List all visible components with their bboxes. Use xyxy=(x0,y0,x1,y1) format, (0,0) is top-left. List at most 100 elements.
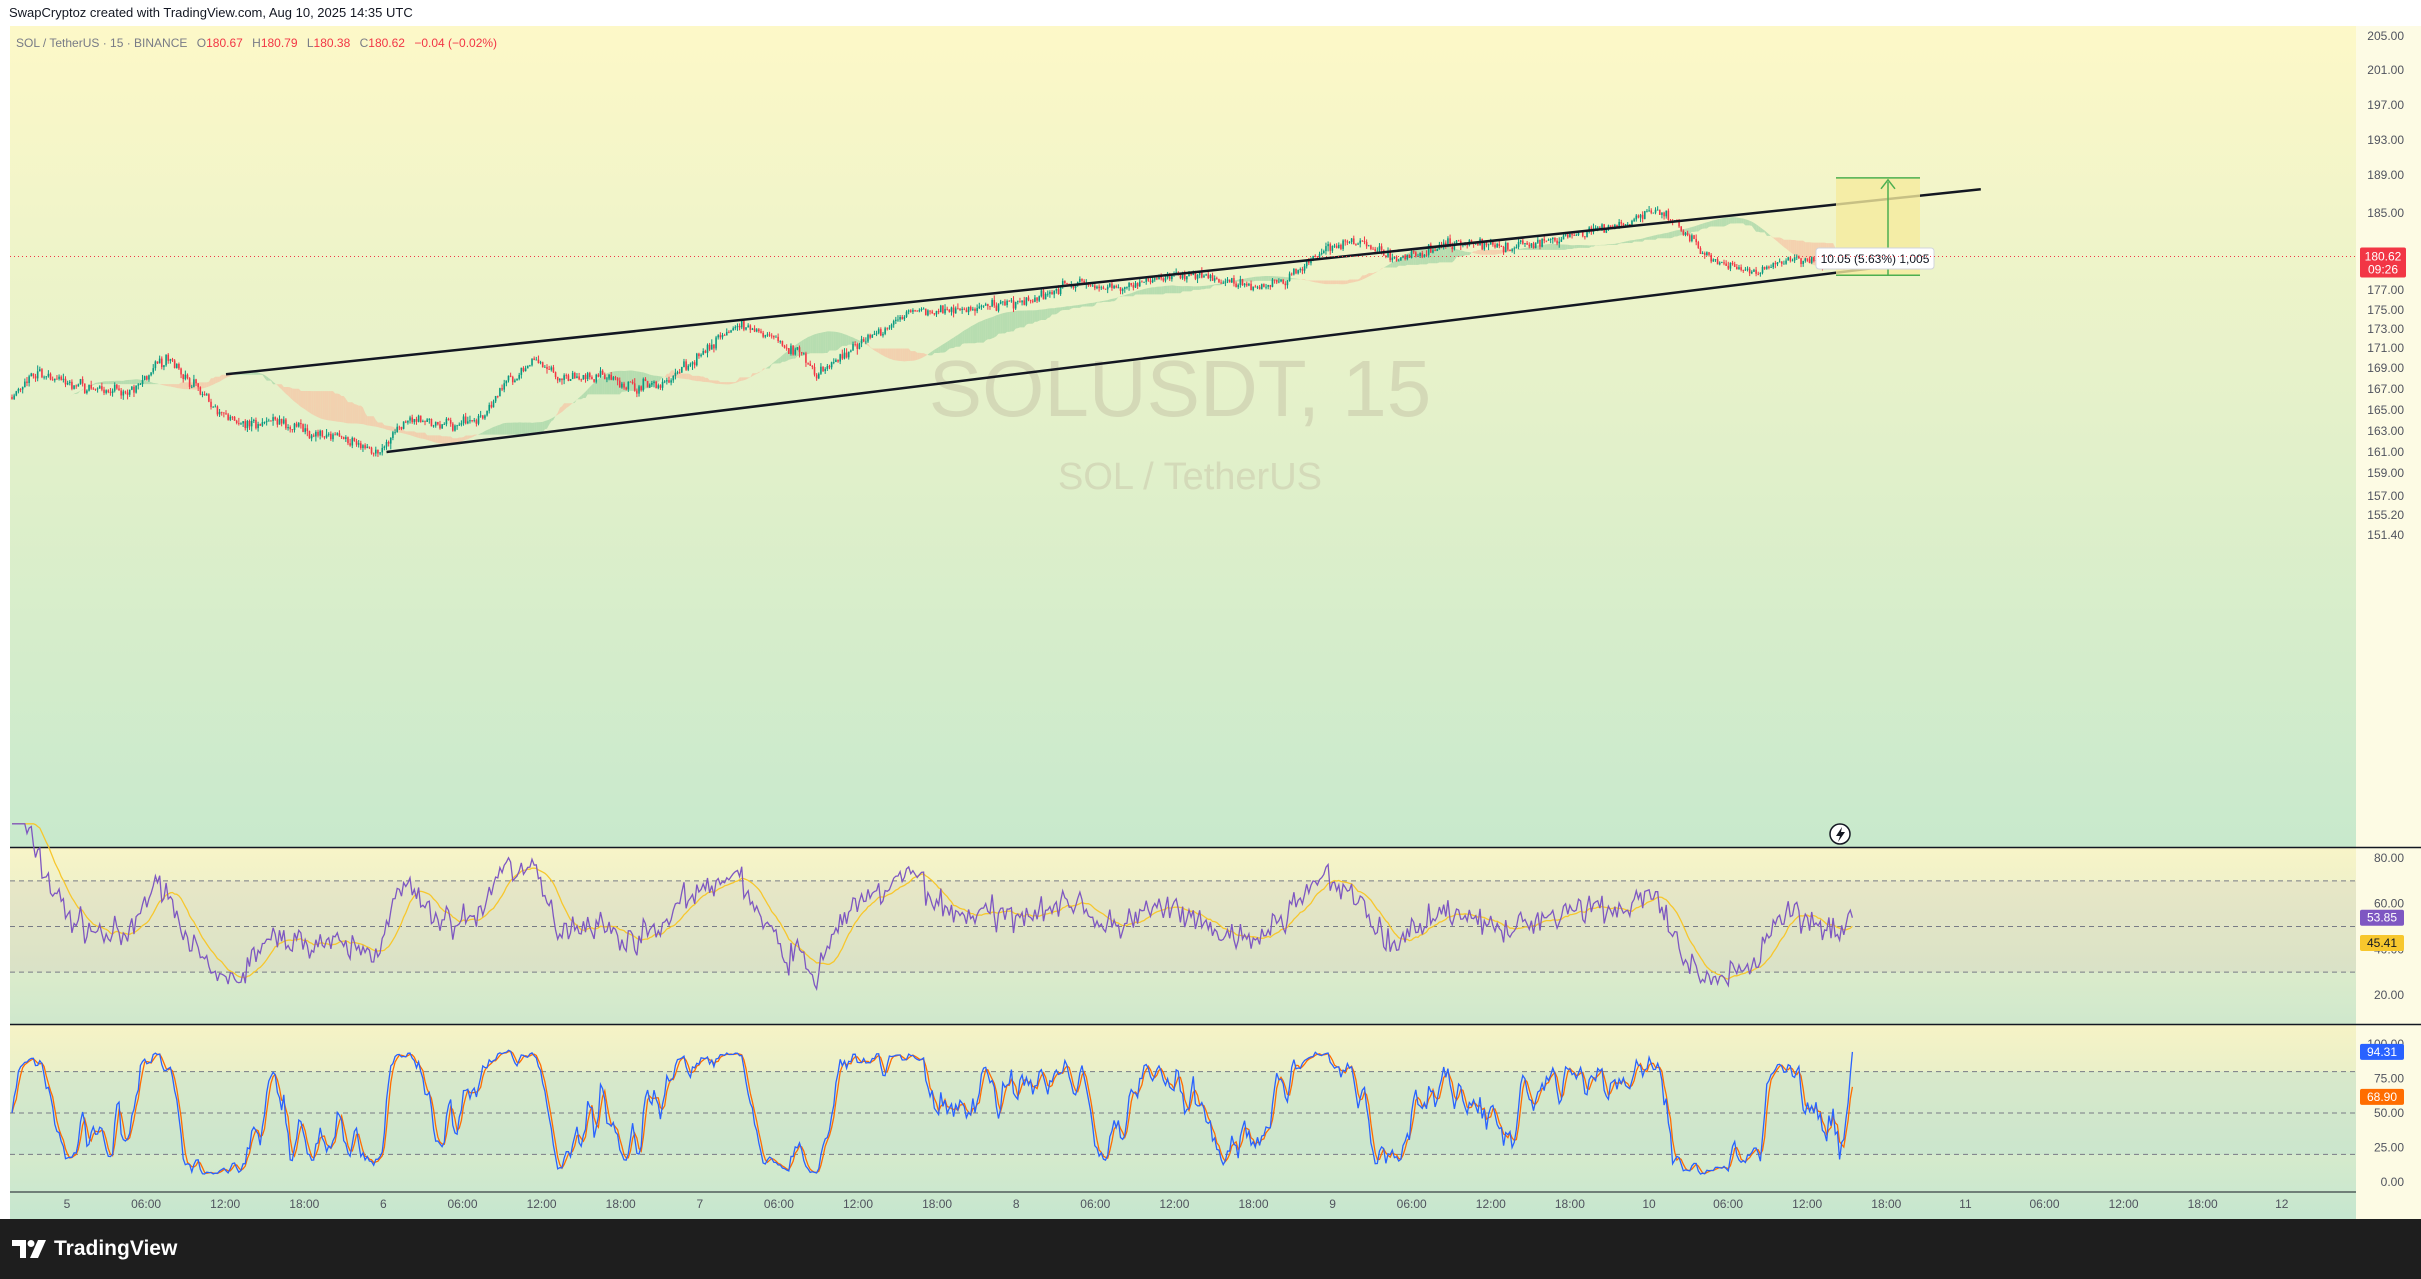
candle-body xyxy=(323,436,326,438)
cloud-segment xyxy=(1417,247,1421,265)
cloud-segment xyxy=(1649,236,1652,240)
candle-body xyxy=(396,426,398,433)
candle-body xyxy=(190,386,193,388)
candle-body xyxy=(721,335,724,338)
candle-body xyxy=(1477,242,1479,246)
cloud-segment xyxy=(1738,217,1742,224)
cloud-segment xyxy=(1734,217,1737,224)
cloud-segment xyxy=(268,378,271,381)
candle-body xyxy=(927,310,929,316)
candle-body xyxy=(186,374,189,379)
cloud-segment xyxy=(1019,310,1023,328)
cloud-segment xyxy=(722,382,725,385)
cloud-segment xyxy=(1150,287,1153,295)
cloud-segment xyxy=(923,353,926,357)
candle-body xyxy=(1352,238,1355,245)
candle-body xyxy=(24,381,26,388)
candle-body xyxy=(627,381,630,390)
time-axis[interactable]: 5 06:00 12:00 18:00 6 06:00 12:00 18:00 7 06:00 12… xyxy=(64,1197,2289,1211)
price-axis-label: 163.00 xyxy=(2367,424,2404,438)
price-axis-bg xyxy=(2356,26,2421,1219)
candle-body xyxy=(257,424,259,429)
candle-body xyxy=(907,310,910,312)
cloud-segment xyxy=(1724,217,1727,227)
candle-body xyxy=(1744,269,1747,271)
candle-body xyxy=(1483,242,1486,250)
cloud-segment xyxy=(690,374,693,381)
candle-body xyxy=(775,336,777,338)
cloud-segment xyxy=(1743,218,1746,226)
chart-canvas[interactable]: SOLUSDT, 15 SOL / TetherUS 10.05 (5.63%)… xyxy=(0,26,2421,1219)
candle-body xyxy=(1186,276,1188,280)
cloud-segment xyxy=(1146,288,1149,295)
candle-body xyxy=(430,419,433,427)
candle-body xyxy=(66,383,69,385)
cloud-segment xyxy=(1807,242,1810,264)
candle-body xyxy=(563,375,565,381)
candle-body xyxy=(1348,241,1351,243)
candle-body xyxy=(1365,241,1368,247)
cloud-segment xyxy=(686,373,689,380)
candle-body xyxy=(687,365,690,370)
cloud-segment xyxy=(1319,280,1322,284)
candle-body xyxy=(1055,289,1058,291)
candle-body xyxy=(1207,274,1210,279)
cloud-segment xyxy=(264,375,267,381)
cloud-segment xyxy=(504,422,507,435)
candle-body xyxy=(781,341,784,346)
price-panel-bg xyxy=(10,26,2356,847)
cloud-segment xyxy=(307,391,310,413)
candle-body xyxy=(1566,234,1569,238)
candle-body xyxy=(1201,270,1203,278)
cloud-segment xyxy=(74,392,77,395)
candle-body xyxy=(1350,238,1353,242)
candle-body xyxy=(738,325,741,328)
cloud-segment xyxy=(1713,219,1716,227)
cloud-segment xyxy=(1126,293,1130,297)
cloud-segment xyxy=(835,331,839,351)
cloud-segment xyxy=(1189,286,1192,292)
cloud-segment xyxy=(1422,246,1425,265)
legend-close: 180.62 xyxy=(368,36,405,50)
cloud-segment xyxy=(168,384,171,387)
cloud-segment xyxy=(985,318,988,341)
cloud-segment xyxy=(707,377,710,383)
candle-body xyxy=(1226,279,1229,282)
candle-body xyxy=(161,358,163,368)
cloud-segment xyxy=(876,348,879,354)
cloud-segment xyxy=(1013,310,1016,332)
candle-body xyxy=(39,369,41,372)
chart-stage[interactable]: SOLUSDT, 15 SOL / TetherUS 10.05 (5.63%)… xyxy=(0,26,2421,1219)
candle-body xyxy=(1802,260,1804,265)
cloud-segment xyxy=(1696,225,1699,232)
candle-body xyxy=(1239,279,1242,285)
candle-body xyxy=(569,379,572,381)
price-axis-label: 185.00 xyxy=(2367,206,2404,220)
cloud-segment xyxy=(506,422,509,435)
cloud-segment xyxy=(756,371,759,374)
price-axis-label: 159.00 xyxy=(2367,466,2404,480)
parallel-channel[interactable] xyxy=(225,188,1981,454)
candle-body xyxy=(1785,260,1787,264)
candle-body xyxy=(246,420,249,429)
candle-body xyxy=(952,307,955,314)
price-axis[interactable]: 205.00201.00197.00193.00189.00185.00181.… xyxy=(2360,29,2406,542)
price-axis-label: 167.00 xyxy=(2367,382,2404,396)
tradingview-logo[interactable]: TradingView xyxy=(12,1236,177,1262)
candle-body xyxy=(1605,229,1608,233)
candle-body xyxy=(139,384,142,385)
cloud-segment xyxy=(912,351,916,361)
cloud-segment xyxy=(1518,248,1521,250)
cloud-segment xyxy=(127,379,130,385)
cloud-segment xyxy=(288,386,291,398)
cloud-segment xyxy=(146,381,149,385)
candle-body xyxy=(175,364,178,368)
cloud-segment xyxy=(333,391,336,422)
candle-body xyxy=(890,324,893,328)
measure-tool[interactable]: 10.05 (5.63%) 1,005 xyxy=(1815,177,1935,276)
flash-icon[interactable] xyxy=(1829,823,1851,845)
cloud-segment xyxy=(1154,286,1157,295)
candle-body xyxy=(1376,250,1379,252)
cloud-segment xyxy=(1621,242,1624,244)
candle-body xyxy=(1455,240,1458,245)
